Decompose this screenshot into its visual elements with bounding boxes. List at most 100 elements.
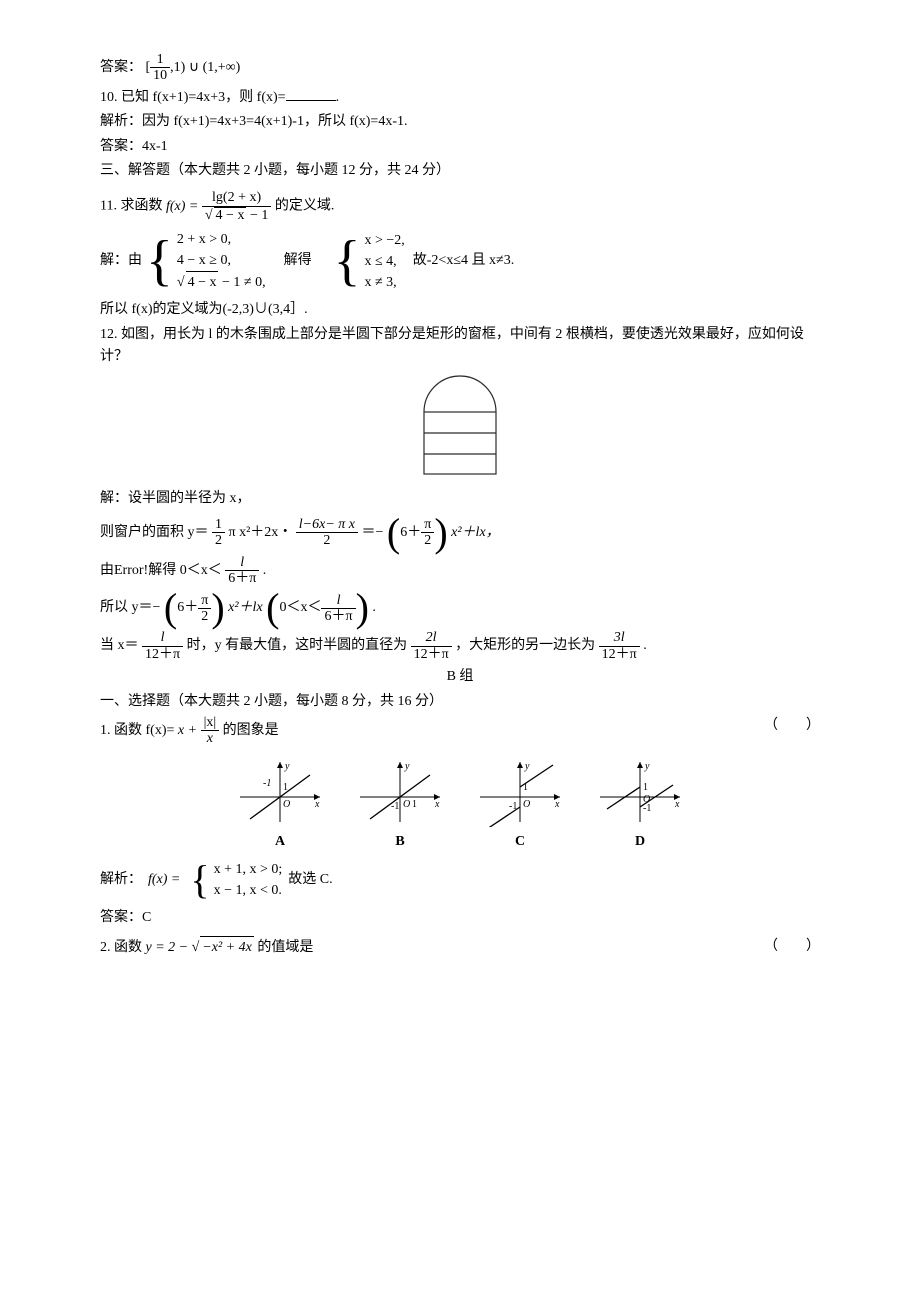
b1fd: x — [201, 731, 220, 746]
f2d: 2 — [296, 533, 358, 548]
brace-left-1: { — [146, 233, 173, 289]
q12-so: 所以 y＝− (6＋π2) x²＋lx (0＜x＜l6＋π) . — [100, 588, 820, 628]
p2-n: π — [198, 593, 211, 609]
svg-text:1: 1 — [523, 782, 528, 793]
rng-d: 6＋π — [321, 609, 355, 624]
q11-lhs: f(x) = — [166, 199, 198, 214]
sys1-2: √4 − x − 1 ≠ 0, — [177, 271, 266, 293]
svg-text:O: O — [643, 794, 650, 805]
answer-label: 答案： — [100, 60, 142, 75]
q12-so-c: . — [372, 601, 376, 616]
svg-text:-1: -1 — [509, 801, 517, 812]
q12-when-b: 时，y 有最大值，这时半圆的直径为 — [187, 639, 408, 654]
b1-ans-label: 答案： — [100, 910, 142, 925]
b1-sol-label: 解析： — [100, 869, 142, 891]
rp3: ) — [356, 585, 369, 630]
rparen: ) — [434, 510, 447, 555]
sol-label: 解析： — [100, 114, 142, 129]
q11-mid: 解得 — [284, 250, 312, 272]
svg-text:y: y — [284, 761, 290, 772]
q12-sol2-b: π x²＋2x・ — [229, 525, 293, 540]
sys2-2: x ≠ 3, — [364, 272, 404, 293]
brace-left-2: { — [334, 233, 361, 289]
f1d: 2 — [212, 533, 225, 548]
svg-text:y: y — [404, 761, 410, 772]
q12-sol2: 则窗户的面积 y＝ 12 π x²＋2x・ l−6x− π x2 ＝− (6＋π… — [100, 513, 820, 553]
wf3d: 12＋π — [599, 647, 640, 662]
b1fn: |x| — [201, 715, 220, 731]
q11-sol-label: 解：由 — [100, 250, 142, 272]
group-b-title: B 组 — [100, 666, 820, 688]
svg-text:1: 1 — [412, 799, 417, 810]
graph-c: 1 -1 O x y C — [475, 757, 565, 853]
b2-a: 2. 函数 — [100, 940, 146, 955]
wf2n: 2l — [411, 630, 452, 646]
svg-text:1: 1 — [643, 782, 648, 793]
q10-ans: 4x-1 — [142, 139, 168, 154]
graph-b: O 1 -1 x y B — [355, 757, 445, 853]
b2: 2. 函数 y = 2 − √−x² + 4x 的值域是 （ ） — [100, 936, 820, 959]
q12-when-a: 当 x＝ — [100, 639, 139, 654]
q11-den-rad: 4 − x — [214, 207, 247, 223]
b1-answer: 答案：C — [100, 907, 820, 929]
b1-a: 1. 函数 f(x)= — [100, 723, 174, 738]
svg-text:O: O — [403, 799, 410, 810]
q12-err-a: 由Error!解得 0＜x＜ — [100, 563, 222, 578]
q12-when: 当 x＝ l12＋π 时，y 有最大值，这时半圆的直径为 2l12＋π ，大矩形… — [100, 630, 820, 662]
graph-row: -1 1 O x y A O 1 -1 x y B — [100, 757, 820, 853]
window-figure — [422, 374, 498, 476]
p-n: π — [421, 517, 434, 533]
sys2-0: x > −2, — [364, 230, 404, 251]
lp2: ( — [164, 585, 177, 630]
q11-num: lg(2 + x) — [202, 190, 272, 206]
b1-sol-tail: 故选 C. — [288, 869, 332, 891]
wf2d: 12＋π — [411, 647, 452, 662]
p-d: 2 — [421, 533, 434, 548]
q11-conclusion: 所以 f(x)的定义域为(-2,3)∪(3,4］. — [100, 299, 820, 321]
sec-b1: 一、选择题（本大题共 2 小题，每小题 8 分，共 16 分） — [100, 691, 820, 713]
b2-expr: y = 2 − √−x² + 4x — [146, 940, 258, 955]
answer-9-math: [110,1) ∪ (1,+∞) — [146, 60, 241, 75]
period: . — [336, 90, 340, 105]
q11: 11. 求函数 f(x) = lg(2 + x) √4 − x − 1 的定义域… — [100, 190, 820, 223]
sys1-0: 2 + x > 0, — [177, 229, 266, 250]
lparen: ( — [387, 510, 400, 555]
b1-expr: x + — [178, 723, 197, 738]
q12-sol2-a: 则窗户的面积 y＝ — [100, 525, 209, 540]
b1-piece: x + 1, x > 0; x − 1, x < 0. — [214, 859, 283, 901]
b2-rad: −x² + 4x — [200, 936, 254, 959]
svg-text:x: x — [674, 799, 680, 810]
sys1: 2 + x > 0, 4 − x ≥ 0, √4 − x − 1 ≠ 0, — [177, 229, 266, 293]
q10-sol-text: 因为 f(x+1)=4x+3=4(x+1)-1，所以 f(x)=4x-1. — [142, 114, 408, 129]
q11-prefix: 11. 求函数 — [100, 199, 166, 214]
q10-solution: 解析：因为 f(x+1)=4x+3=4(x+1)-1，所以 f(x)=4x-1. — [100, 111, 820, 133]
q12-sol2-c: ＝− — [362, 525, 384, 540]
answer-9: 答案： [110,1) ∪ (1,+∞) — [100, 52, 820, 84]
label-b: B — [395, 831, 404, 853]
ans-label: 答案： — [100, 139, 142, 154]
rp2: ) — [211, 585, 224, 630]
q10-prompt: 10. 已知 f(x+1)=4x+3，则 f(x)=. — [100, 86, 820, 109]
q12-when-d: . — [643, 639, 647, 654]
label-c: C — [515, 831, 525, 853]
svg-text:1: 1 — [283, 782, 288, 793]
b1-c: 的图象是 — [223, 723, 279, 738]
b1-p0: x + 1, x > 0; — [214, 859, 283, 880]
sys2: x > −2, x ≤ 4, x ≠ 3, — [364, 230, 404, 293]
q12-so-b: x²＋lx — [228, 601, 263, 616]
ef-n: l — [225, 555, 259, 571]
p2-a: 6＋ — [177, 601, 198, 616]
q10-text: 10. 已知 f(x+1)=4x+3，则 f(x)= — [100, 90, 286, 105]
wf3n: 3l — [599, 630, 640, 646]
svg-text:O: O — [283, 799, 290, 810]
graph-d: 1 -1 O x y D — [595, 757, 685, 853]
b1-ans: C — [142, 910, 151, 925]
svg-text:x: x — [314, 799, 320, 810]
q12-when-c: ，大矩形的另一边长为 — [455, 639, 595, 654]
q11-den-tail: − 1 — [246, 208, 268, 223]
b1-b-text: x + — [178, 723, 197, 738]
b2-paren: （ ） — [764, 936, 820, 958]
b1: 1. 函数 f(x)= x + |x|x 的图象是 （ ） — [100, 715, 820, 747]
q12-sol2-d: x²＋lx， — [451, 525, 500, 540]
b1-solution: 解析： f(x) = { x + 1, x > 0; x − 1, x < 0.… — [100, 859, 820, 901]
